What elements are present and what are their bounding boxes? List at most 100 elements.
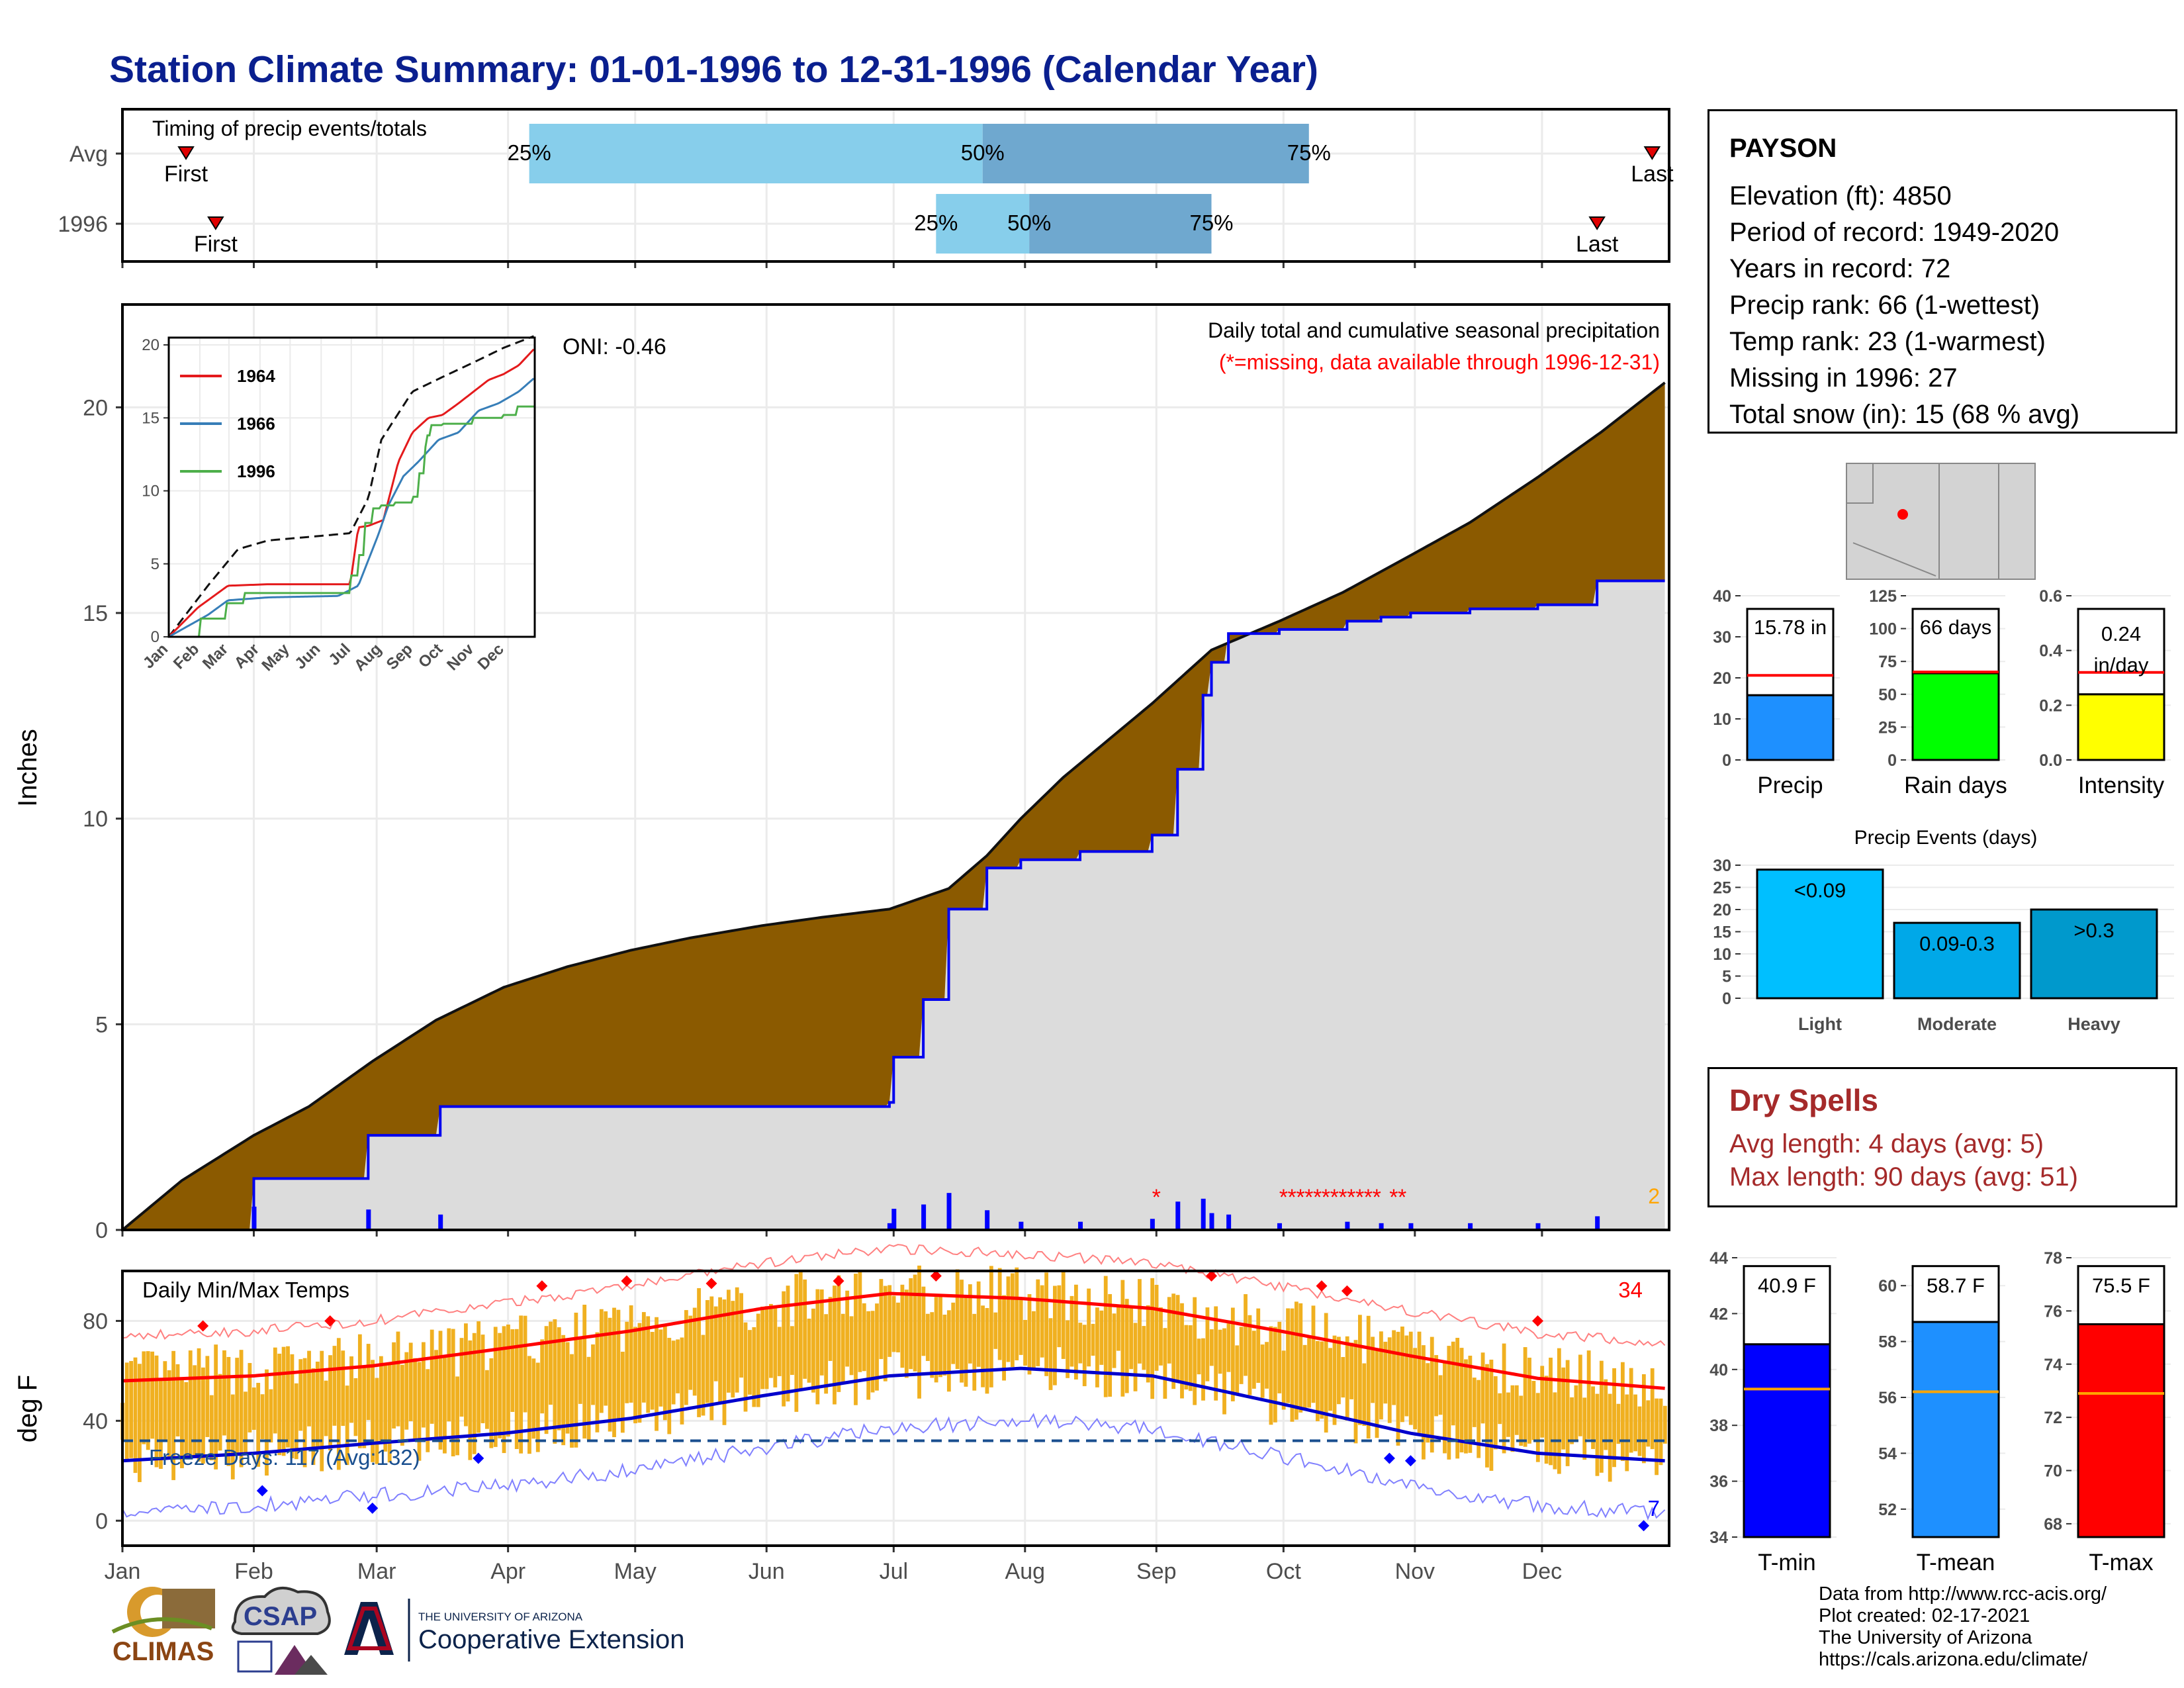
daily-temp-bar <box>349 1356 353 1423</box>
daily-temp-bar <box>1281 1350 1286 1410</box>
precip-event-bar <box>1756 868 1884 1000</box>
daily-temp-bar <box>1256 1308 1261 1383</box>
timing-p50-label: 50% <box>961 140 1005 165</box>
average-cumulative-line <box>121 381 1666 1231</box>
daily-temp-bar <box>1366 1315 1371 1439</box>
daily-temp-bar <box>1138 1279 1142 1364</box>
daily-temp-bar <box>1006 1276 1011 1362</box>
daily-temp-bar <box>1422 1345 1426 1460</box>
daily-temp-bar <box>1455 1338 1460 1459</box>
daily-temp-bar <box>1294 1301 1298 1420</box>
timing-title: Timing of precip events/totals <box>152 117 427 140</box>
daily-temp-bar <box>1311 1305 1316 1403</box>
precip-events-tick-label: 0 <box>1722 990 1731 1008</box>
precip-y-tick-label: 15 <box>83 601 108 626</box>
ua-small-text: THE UNIVERSITY OF ARIZONA <box>418 1611 583 1623</box>
daily-precip-bar <box>1277 1223 1282 1230</box>
daily-temp-bar <box>875 1303 879 1391</box>
temp-panel: 0 40 80 Jan Feb Mar Apr May Jun Jul Aug Sep Oct Nov De… <box>13 1244 1670 1584</box>
daily-temp-bar <box>803 1279 807 1379</box>
coop-extension-text: Cooperative Extension <box>418 1625 684 1654</box>
daily-temp-bar <box>646 1316 651 1413</box>
temp-bar-label: T-max <box>2089 1550 2154 1575</box>
daily-temp-bar <box>353 1378 358 1436</box>
daily-temp-bar <box>489 1358 494 1448</box>
daily-temp-bar <box>951 1302 956 1364</box>
daily-precip-bar <box>366 1209 371 1230</box>
precip-y-tick-label: 20 <box>83 395 108 420</box>
daily-temp-bar <box>1586 1350 1591 1439</box>
observed-cumulative-area <box>122 581 1665 1230</box>
daily-temp-bar <box>1133 1323 1138 1391</box>
daily-temp-bar <box>1078 1323 1083 1364</box>
locator-map-border <box>1852 542 1936 577</box>
daily-temp-bar <box>336 1338 341 1470</box>
missing-marker: * <box>1288 1185 1297 1210</box>
timing-bar-25-50 <box>529 124 983 183</box>
daily-temp-bar <box>1535 1393 1540 1462</box>
record-low-marker <box>367 1502 379 1514</box>
observed-cumulative-line <box>122 579 1665 1231</box>
month-label: Jan <box>105 1559 141 1584</box>
temp-y-label: deg F <box>13 1375 42 1442</box>
daily-temp-bar <box>1434 1355 1439 1417</box>
month-label: Nov <box>1395 1559 1435 1584</box>
daily-temp-bar <box>1544 1376 1549 1464</box>
daily-temp-bar <box>1286 1308 1290 1403</box>
daily-temp-bar <box>510 1329 515 1412</box>
daily-temp-bar <box>1175 1295 1180 1382</box>
timing-last-label: Last <box>1631 162 1674 187</box>
daily-temp-bar <box>1413 1348 1418 1430</box>
precip-y-tick-label: 0 <box>95 1218 108 1243</box>
ua-logo: THE UNIVERSITY OF ARIZONA Cooperative Ex… <box>344 1599 684 1662</box>
daily-temp-bar <box>493 1327 498 1447</box>
daily-temp-bar <box>777 1327 782 1376</box>
daily-temp-bar <box>1057 1285 1062 1348</box>
missing-marker: * <box>1347 1185 1355 1210</box>
summary-bar <box>1746 694 1835 761</box>
daily-temp-bar <box>371 1360 375 1462</box>
month-label: Mar <box>357 1559 396 1584</box>
daily-temp-bar <box>1430 1336 1434 1453</box>
missing-marker: * <box>1330 1185 1339 1210</box>
record-high-line <box>122 1244 1666 1347</box>
temp-bar <box>2077 1323 2165 1538</box>
daily-temp-bar <box>1633 1394 1637 1452</box>
daily-precip-bar <box>1468 1223 1473 1230</box>
daily-temp-bar <box>616 1309 621 1422</box>
daily-temp-bar <box>688 1315 693 1390</box>
daily-temp-bar <box>392 1342 396 1429</box>
daily-precip-bar <box>985 1210 990 1230</box>
timing-row-label: Avg <box>69 142 108 167</box>
daily-temp-bar <box>743 1322 748 1412</box>
daily-temp-bar <box>205 1356 210 1437</box>
record-high-marker <box>930 1270 942 1282</box>
missing-marker: * <box>1389 1185 1398 1210</box>
temp-panel-title: Daily Min/Max Temps <box>142 1278 349 1302</box>
daily-temp-bar <box>1260 1344 1265 1398</box>
daily-temp-bar <box>1159 1307 1163 1366</box>
daily-temp-bar <box>1002 1295 1006 1381</box>
daily-temp-bar <box>713 1306 718 1382</box>
logos: CLIMAS CSAP THE UNIVERSITY OF ARIZONA Co… <box>111 1586 684 1675</box>
daily-temp-bar <box>1599 1360 1604 1473</box>
record-high-marker <box>1341 1285 1353 1297</box>
daily-temp-bar <box>1519 1395 1524 1446</box>
precip-events-tick-label: 15 <box>1713 923 1731 942</box>
record-high-marker <box>1532 1315 1544 1327</box>
daily-temp-bar <box>1662 1405 1667 1444</box>
daily-temp-bar <box>1353 1340 1358 1444</box>
daily-temp-bar <box>506 1324 510 1437</box>
daily-temp-bar <box>1578 1354 1582 1436</box>
daily-temp-bar <box>641 1312 646 1403</box>
daily-temp-bar <box>408 1342 413 1421</box>
daily-temp-bar <box>807 1318 811 1383</box>
daily-temp-bar <box>1027 1293 1032 1375</box>
summary-bar-tick-label: 10 <box>1713 710 1731 729</box>
precip-event-bar <box>2030 908 2158 1000</box>
timing-p50-label: 50% <box>1007 211 1051 235</box>
daily-precip-bar <box>251 1206 257 1230</box>
daily-temp-bar <box>1040 1285 1044 1358</box>
daily-temp-bar <box>251 1387 256 1430</box>
summary-bar <box>2077 693 2165 761</box>
